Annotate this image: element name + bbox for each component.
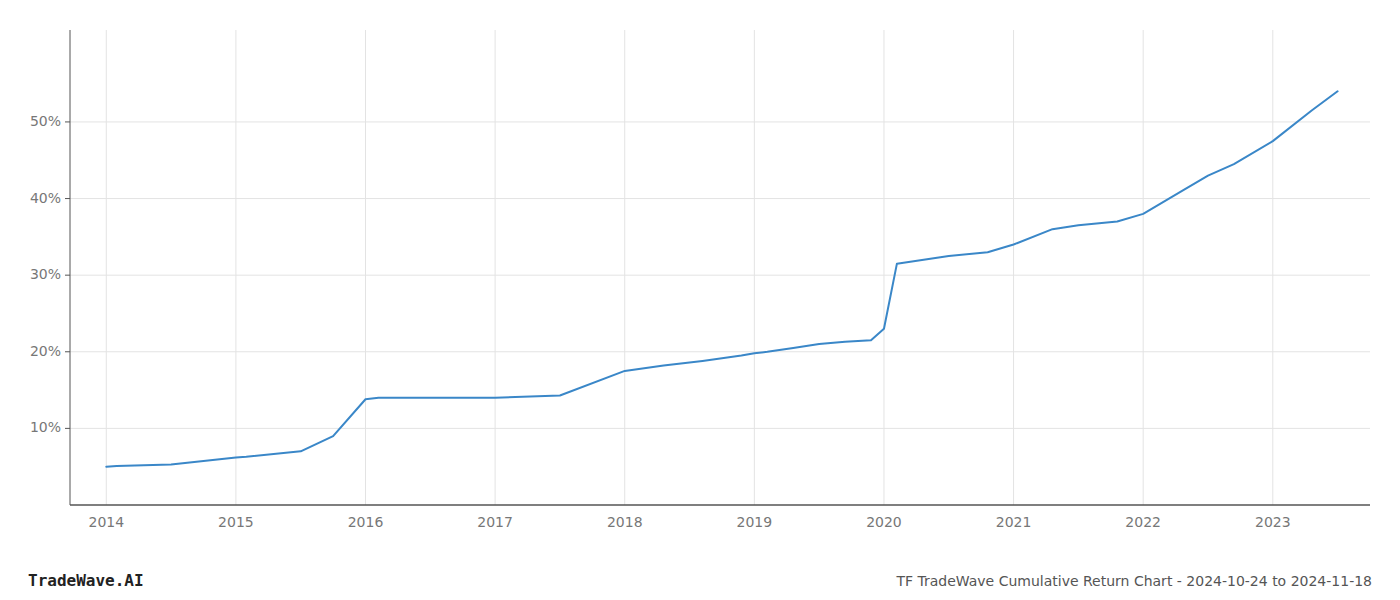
tick-label: 20% bbox=[30, 343, 61, 359]
tick-label: 2022 bbox=[1125, 514, 1161, 530]
tick-mark bbox=[65, 121, 70, 122]
grid-line bbox=[1143, 30, 1144, 505]
tick-label: 2016 bbox=[348, 514, 384, 530]
tick-label: 2014 bbox=[88, 514, 124, 530]
x-axis-line bbox=[70, 504, 1370, 506]
tick-mark bbox=[65, 198, 70, 199]
grid-line bbox=[365, 30, 366, 505]
grid-line bbox=[106, 30, 107, 505]
y-axis-line bbox=[70, 30, 71, 505]
tick-label: 2021 bbox=[996, 514, 1032, 530]
tick-label: 2019 bbox=[737, 514, 773, 530]
grid-line bbox=[70, 428, 1370, 429]
tick-label: 2018 bbox=[607, 514, 643, 530]
tick-label: 10% bbox=[30, 419, 61, 435]
plot-area bbox=[106, 91, 1337, 466]
grid-line bbox=[70, 351, 1370, 352]
grid-line bbox=[70, 198, 1370, 199]
title: TF TradeWave Cumulative Return Chart - 2… bbox=[895, 573, 1372, 589]
watermark: TradeWave.AI bbox=[28, 571, 144, 590]
background bbox=[0, 0, 1400, 600]
grid-line bbox=[754, 30, 755, 505]
tick-label: 2017 bbox=[477, 514, 513, 530]
grid-line bbox=[1013, 30, 1014, 505]
data-line bbox=[106, 91, 1337, 466]
grid-line bbox=[883, 30, 884, 505]
tick-label: 40% bbox=[30, 190, 61, 206]
tick-label: 2023 bbox=[1255, 514, 1291, 530]
tick-mark bbox=[65, 351, 70, 352]
chart: 10% 20% 30% 40% 50% 2014 2015 2016 2017 2018 2019 2… bbox=[0, 0, 1400, 600]
grid-line bbox=[495, 30, 496, 505]
tick-label: 2015 bbox=[218, 514, 254, 530]
grid bbox=[70, 30, 1370, 505]
tick-mark bbox=[65, 428, 70, 429]
tick-mark bbox=[65, 275, 70, 276]
grid-line bbox=[235, 30, 236, 505]
grid-line bbox=[70, 275, 1370, 276]
tick-label: 50% bbox=[30, 113, 61, 129]
tick-label: 2020 bbox=[866, 514, 902, 530]
axes: 10% 20% 30% 40% 50% 2014 2015 2016 2017 2018 2019 2… bbox=[30, 30, 1370, 530]
tick-label: 30% bbox=[30, 266, 61, 282]
grid-line bbox=[70, 121, 1370, 122]
grid-line bbox=[624, 30, 625, 505]
grid-line bbox=[1272, 30, 1273, 505]
